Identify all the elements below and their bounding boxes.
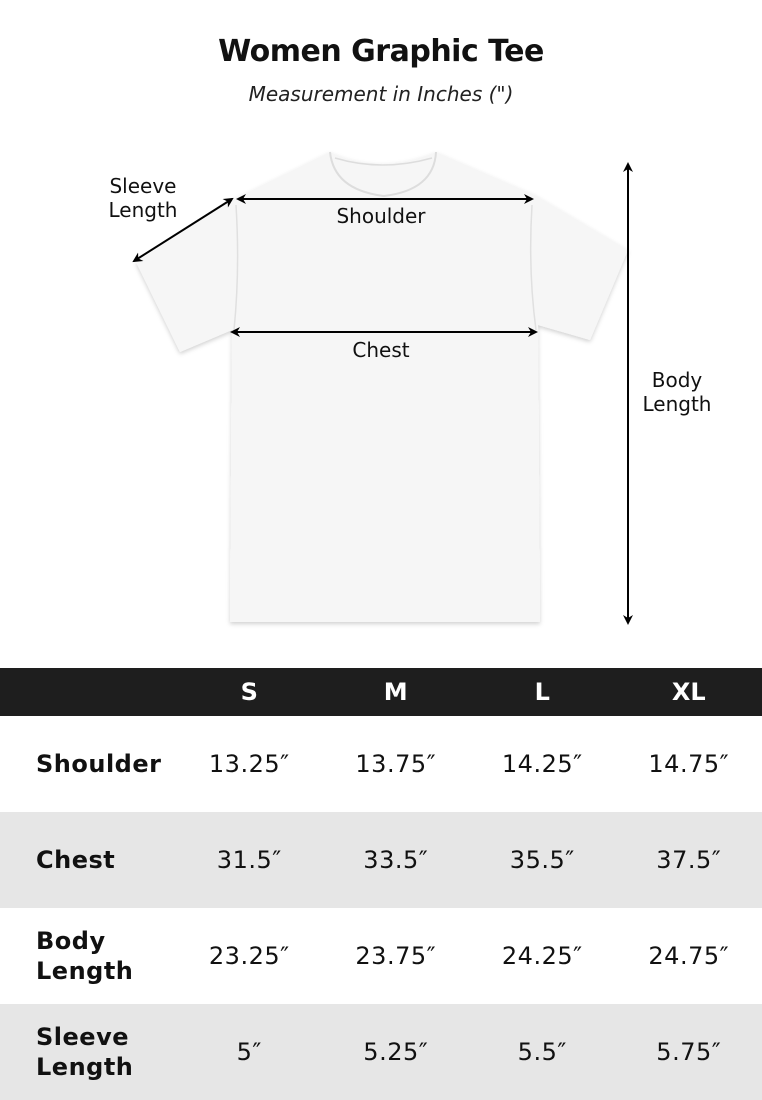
size-s: S [240,678,258,706]
table-row-shoulder: Shoulder 13.25″ 13.75″ 14.25″ 14.75″ [0,716,762,812]
table-cell: 31.5″ [216,846,282,874]
page-title: Women Graphic Tee [218,34,544,69]
shoulder-label: Shoulder [336,204,426,228]
body-length-label: Body Length [642,368,712,416]
chest-label: Chest [352,338,410,362]
row-label: Shoulder [36,750,162,778]
table-cell: 23.75″ [355,942,437,970]
table-row-sleeve-length: Sleeve Length 5″ 5.25″ 5.5″ 5.75″ [0,1004,762,1100]
size-l: L [534,678,550,706]
table-cell: 13.25″ [208,750,290,778]
size-xl: XL [671,678,706,706]
table-row-chest: Chest 31.5″ 33.5″ 35.5″ 37.5″ [0,812,762,908]
table-cell: 14.25″ [501,750,583,778]
table-cell: 23.25″ [208,942,290,970]
sleeve-arrow [132,197,234,263]
table-cell: 24.75″ [648,942,730,970]
table-cell: 13.75″ [355,750,437,778]
table-cell: 33.5″ [363,846,429,874]
table-cell: 24.25″ [501,942,583,970]
tshirt-illustration [132,151,633,625]
size-chart-table: S M L XL Shoulder 13.25″ 13.75″ 14.25″ 1… [0,668,762,1100]
table-cell: 5.75″ [656,1038,722,1066]
table-cell: 5.5″ [517,1038,567,1066]
size-header-row: S M L XL [0,668,762,716]
table-cell: 5.25″ [363,1038,429,1066]
row-label: Body Length [36,927,134,985]
size-m: M [383,678,408,706]
table-cell: 14.75″ [648,750,730,778]
table-cell: 35.5″ [509,846,575,874]
sleeve-length-label: Sleeve Length [108,174,178,222]
row-label: Sleeve Length [36,1023,134,1081]
row-label: Chest [36,846,116,874]
table-row-body-length: Body Length 23.25″ 23.75″ 24.25″ 24.75″ [0,908,762,1004]
table-cell: 5″ [236,1038,262,1066]
table-cell: 37.5″ [656,846,722,874]
page-subtitle: Measurement in Inches (") [248,82,514,106]
tshirt-diagram: Sleeve Length Shoulder Chest Body Length [0,140,762,640]
tshirt-shape [136,152,628,622]
header-empty-cell [0,668,176,716]
